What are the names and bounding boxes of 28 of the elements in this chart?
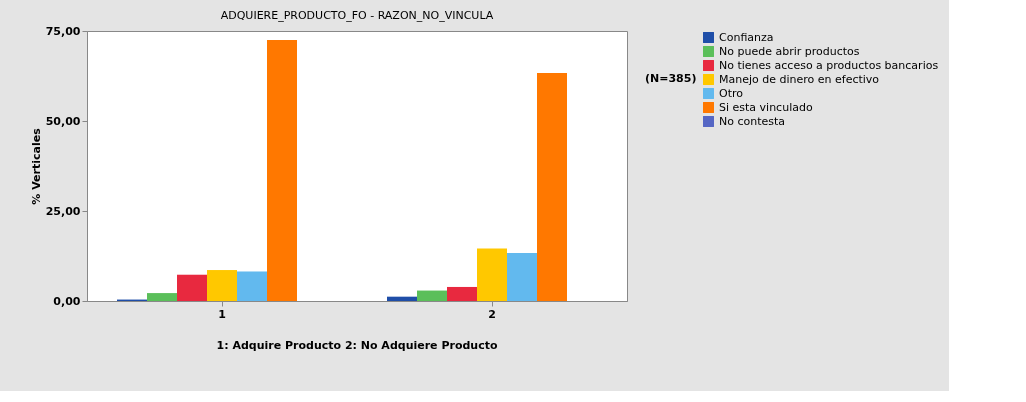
bar bbox=[177, 274, 207, 301]
bar bbox=[417, 290, 447, 301]
y-axis-title: % Verticales bbox=[29, 127, 43, 205]
y-tick-label: 25,00 bbox=[45, 204, 81, 218]
legend-label: Si esta vinculado bbox=[719, 100, 813, 114]
x-tick-label: 1 bbox=[218, 307, 226, 321]
legend-title: (N=385) bbox=[645, 72, 697, 85]
text: 1: Adquire Producto 2: No Adquiere Producto bbox=[216, 339, 498, 352]
y-tick-label: 50,00 bbox=[45, 114, 81, 128]
bar bbox=[387, 296, 417, 301]
legend-label: Otro bbox=[719, 86, 744, 100]
bar bbox=[237, 271, 267, 301]
legend-label: No contesta bbox=[719, 114, 786, 128]
bar bbox=[267, 40, 297, 301]
bar bbox=[477, 248, 507, 301]
legend-label: Manejo de dinero en efectivo bbox=[719, 72, 880, 86]
bar bbox=[207, 270, 237, 301]
chart-title: ADQUIERE_PRODUCTO_FO - RAZON_NO_VINCULA bbox=[220, 9, 494, 22]
legend-label: No puede abrir productos bbox=[719, 44, 860, 58]
y-tick-label: 75,00 bbox=[45, 24, 81, 38]
y-tick-label: 0,00 bbox=[53, 294, 81, 308]
legend-label: Confianza bbox=[719, 30, 774, 44]
x-tick-label: 2 bbox=[488, 307, 496, 321]
legend-label: No tienes acceso a productos bancarios bbox=[719, 58, 939, 72]
bar bbox=[537, 73, 567, 301]
bar bbox=[447, 286, 477, 301]
bar bbox=[147, 293, 177, 301]
bar bbox=[507, 253, 537, 301]
